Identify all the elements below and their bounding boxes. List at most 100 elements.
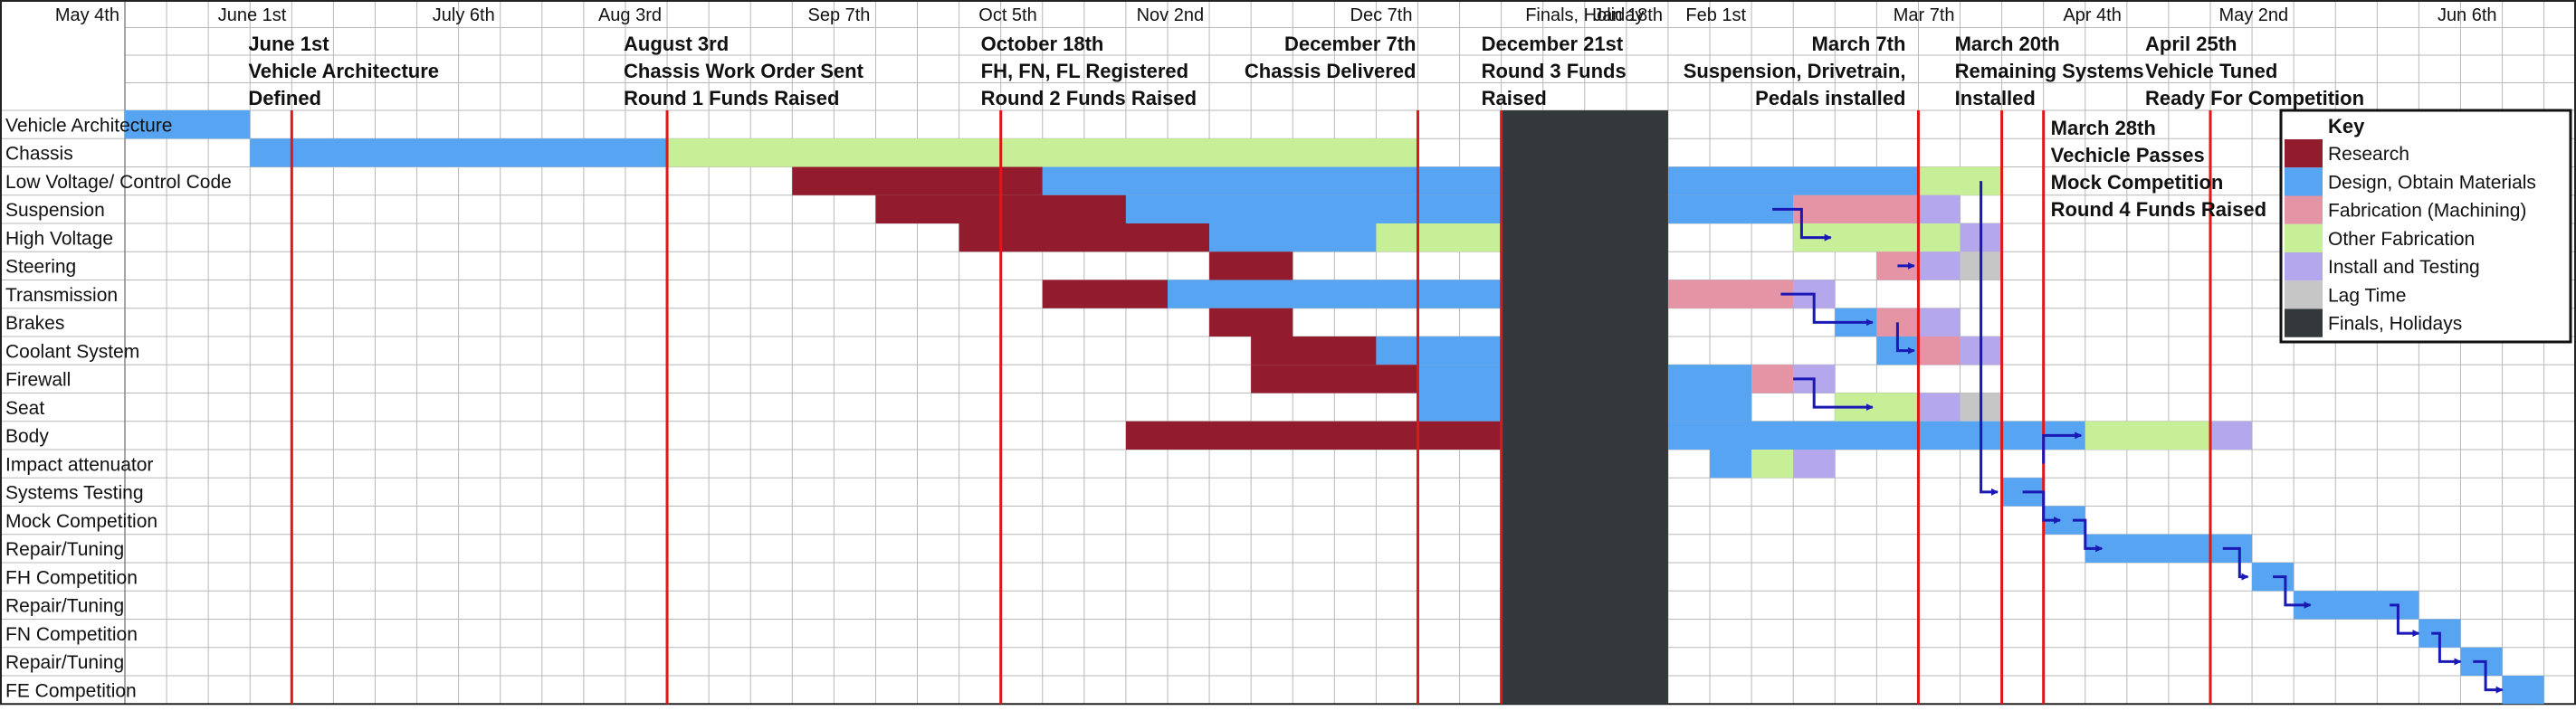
task-label: Impact attenuator <box>5 454 153 475</box>
finals-block-layer: Finals, Holiday <box>1501 5 1668 705</box>
milestone-text: October 18th <box>981 33 1104 55</box>
dependency-arrow <box>2022 490 2062 525</box>
task-bar-design <box>1209 223 1377 252</box>
task-bar-design <box>1417 393 1502 422</box>
date-tick-label: July 6th <box>433 5 495 25</box>
milestone-text: Vehicle Architecture <box>248 60 439 82</box>
task-bar-design <box>1042 166 1502 195</box>
date-tick-label: Jun 6th <box>2438 5 2497 25</box>
milestone-text: March 28th <box>2051 117 2156 139</box>
date-tick-label: May 4th <box>55 5 119 25</box>
dependency-arrow <box>2431 631 2462 666</box>
milestone-text: Round 1 Funds Raised <box>624 87 839 109</box>
task-label: Seat <box>5 398 44 419</box>
milestone-text: Round 2 Funds Raised <box>981 87 1197 109</box>
task-bar-design <box>1667 365 1752 393</box>
task-bar-other <box>1918 166 2002 195</box>
dependency-arrow <box>1895 322 1915 355</box>
labels-layer: Vehicle Architecture Chassis Low Voltage/ … <box>5 5 2497 701</box>
milestone-text: December 7th <box>1284 33 1417 55</box>
dependency-arrow <box>1793 377 1874 412</box>
date-tick-label: May 2nd <box>2218 5 2288 25</box>
task-bar-design <box>1710 450 1752 479</box>
task-label: Mock Competition <box>5 511 157 532</box>
milestone-text: Mock Competition <box>2051 171 2224 194</box>
task-bar-design <box>1667 194 1794 223</box>
task-bar-fab <box>1667 280 1794 308</box>
task-label: Coolant System <box>5 341 139 362</box>
task-bar-design <box>1168 280 1502 308</box>
task-label: FE Competition <box>5 680 137 701</box>
task-bar-design <box>1125 194 1502 223</box>
legend-swatch-design <box>2285 167 2323 196</box>
task-label: Vehicle Architecture <box>5 115 172 136</box>
date-tick-label: Dec 7th <box>1350 5 1413 25</box>
date-tick-label: Jan 18th <box>1593 5 1663 25</box>
task-bar-fab <box>1918 337 1961 365</box>
task-bar-design <box>1667 393 1752 422</box>
task-bar-install <box>1793 450 1836 479</box>
legend-title: Key <box>2328 115 2365 137</box>
task-bar-design <box>1667 166 1919 195</box>
milestone-text: Installed <box>1955 87 2036 109</box>
task-bar-install <box>1918 308 1961 337</box>
date-tick-label: Mar 7th <box>1894 5 1955 25</box>
milestone-text: December 21st <box>1482 33 1624 55</box>
legend-swatch-lag <box>2285 280 2323 309</box>
task-label: Repair/Tuning <box>5 652 124 673</box>
task-bar-install <box>2210 421 2253 450</box>
legend-item-label: Design, Obtain Materials <box>2328 172 2536 193</box>
task-bar-design <box>250 138 668 167</box>
milestone-text: Suspension, Drivetrain, <box>1684 60 1906 82</box>
milestone-text: Vehicle Tuned <box>2145 60 2277 82</box>
legend-swatch-research <box>2285 139 2323 168</box>
task-label: FH Competition <box>5 567 138 588</box>
milestone-text: Vechicle Passes <box>2051 144 2205 166</box>
task-bar-research <box>1251 337 1377 365</box>
dependency-arrow <box>1780 292 1874 327</box>
task-label: Repair/Tuning <box>5 596 124 617</box>
dependency-arrow <box>1980 181 1999 496</box>
task-bar-research <box>1042 280 1168 308</box>
task-bar-other <box>667 138 1418 167</box>
date-tick-label: Sep 7th <box>807 5 870 25</box>
task-bar-install <box>1918 393 1961 422</box>
task-bar-install <box>1918 194 1961 223</box>
milestone-text: August 3rd <box>624 33 729 55</box>
task-bar-research <box>1209 251 1293 280</box>
dependency-arrow <box>2473 659 2504 694</box>
task-label: Body <box>5 426 49 447</box>
task-bar-other <box>2085 421 2210 450</box>
task-bar-design <box>1417 365 1502 393</box>
date-tick-label: June 1st <box>218 5 287 25</box>
dependency-arrow <box>1772 207 1832 242</box>
task-label: Systems Testing <box>5 483 144 504</box>
date-tick-label: Apr 4th <box>2063 5 2121 25</box>
task-label: Steering <box>5 257 76 278</box>
milestone-text: Defined <box>248 87 321 109</box>
legend-item-label: Lag Time <box>2328 285 2406 306</box>
milestone-text: March 7th <box>1812 33 1906 55</box>
date-tick-label: Feb 1st <box>1685 5 1746 25</box>
task-bar-other <box>1751 450 1794 479</box>
milestone-text: June 1st <box>248 33 329 55</box>
task-bar-other <box>1376 223 1502 252</box>
legend-item-label: Research <box>2328 144 2409 165</box>
task-label: Suspension <box>5 200 105 221</box>
task-bar-fab <box>1793 194 1919 223</box>
task-label: FN Competition <box>5 624 138 645</box>
task-bar-research <box>959 223 1210 252</box>
task-label: Low Voltage/ Control Code <box>5 172 232 193</box>
task-bar-design <box>1376 337 1502 365</box>
milestone-text: March 20th <box>1955 33 2060 55</box>
task-label: Repair/Tuning <box>5 539 124 560</box>
task-bar-research <box>1251 365 1418 393</box>
task-bar-research <box>792 166 1043 195</box>
legend-swatch-install <box>2285 252 2323 281</box>
finals-holiday-label: Finals, Holiday <box>1525 5 1644 25</box>
legend-box <box>2279 109 2572 344</box>
milestone-text: Raised <box>1482 87 1547 109</box>
date-tick-label: Oct 5th <box>978 5 1036 25</box>
